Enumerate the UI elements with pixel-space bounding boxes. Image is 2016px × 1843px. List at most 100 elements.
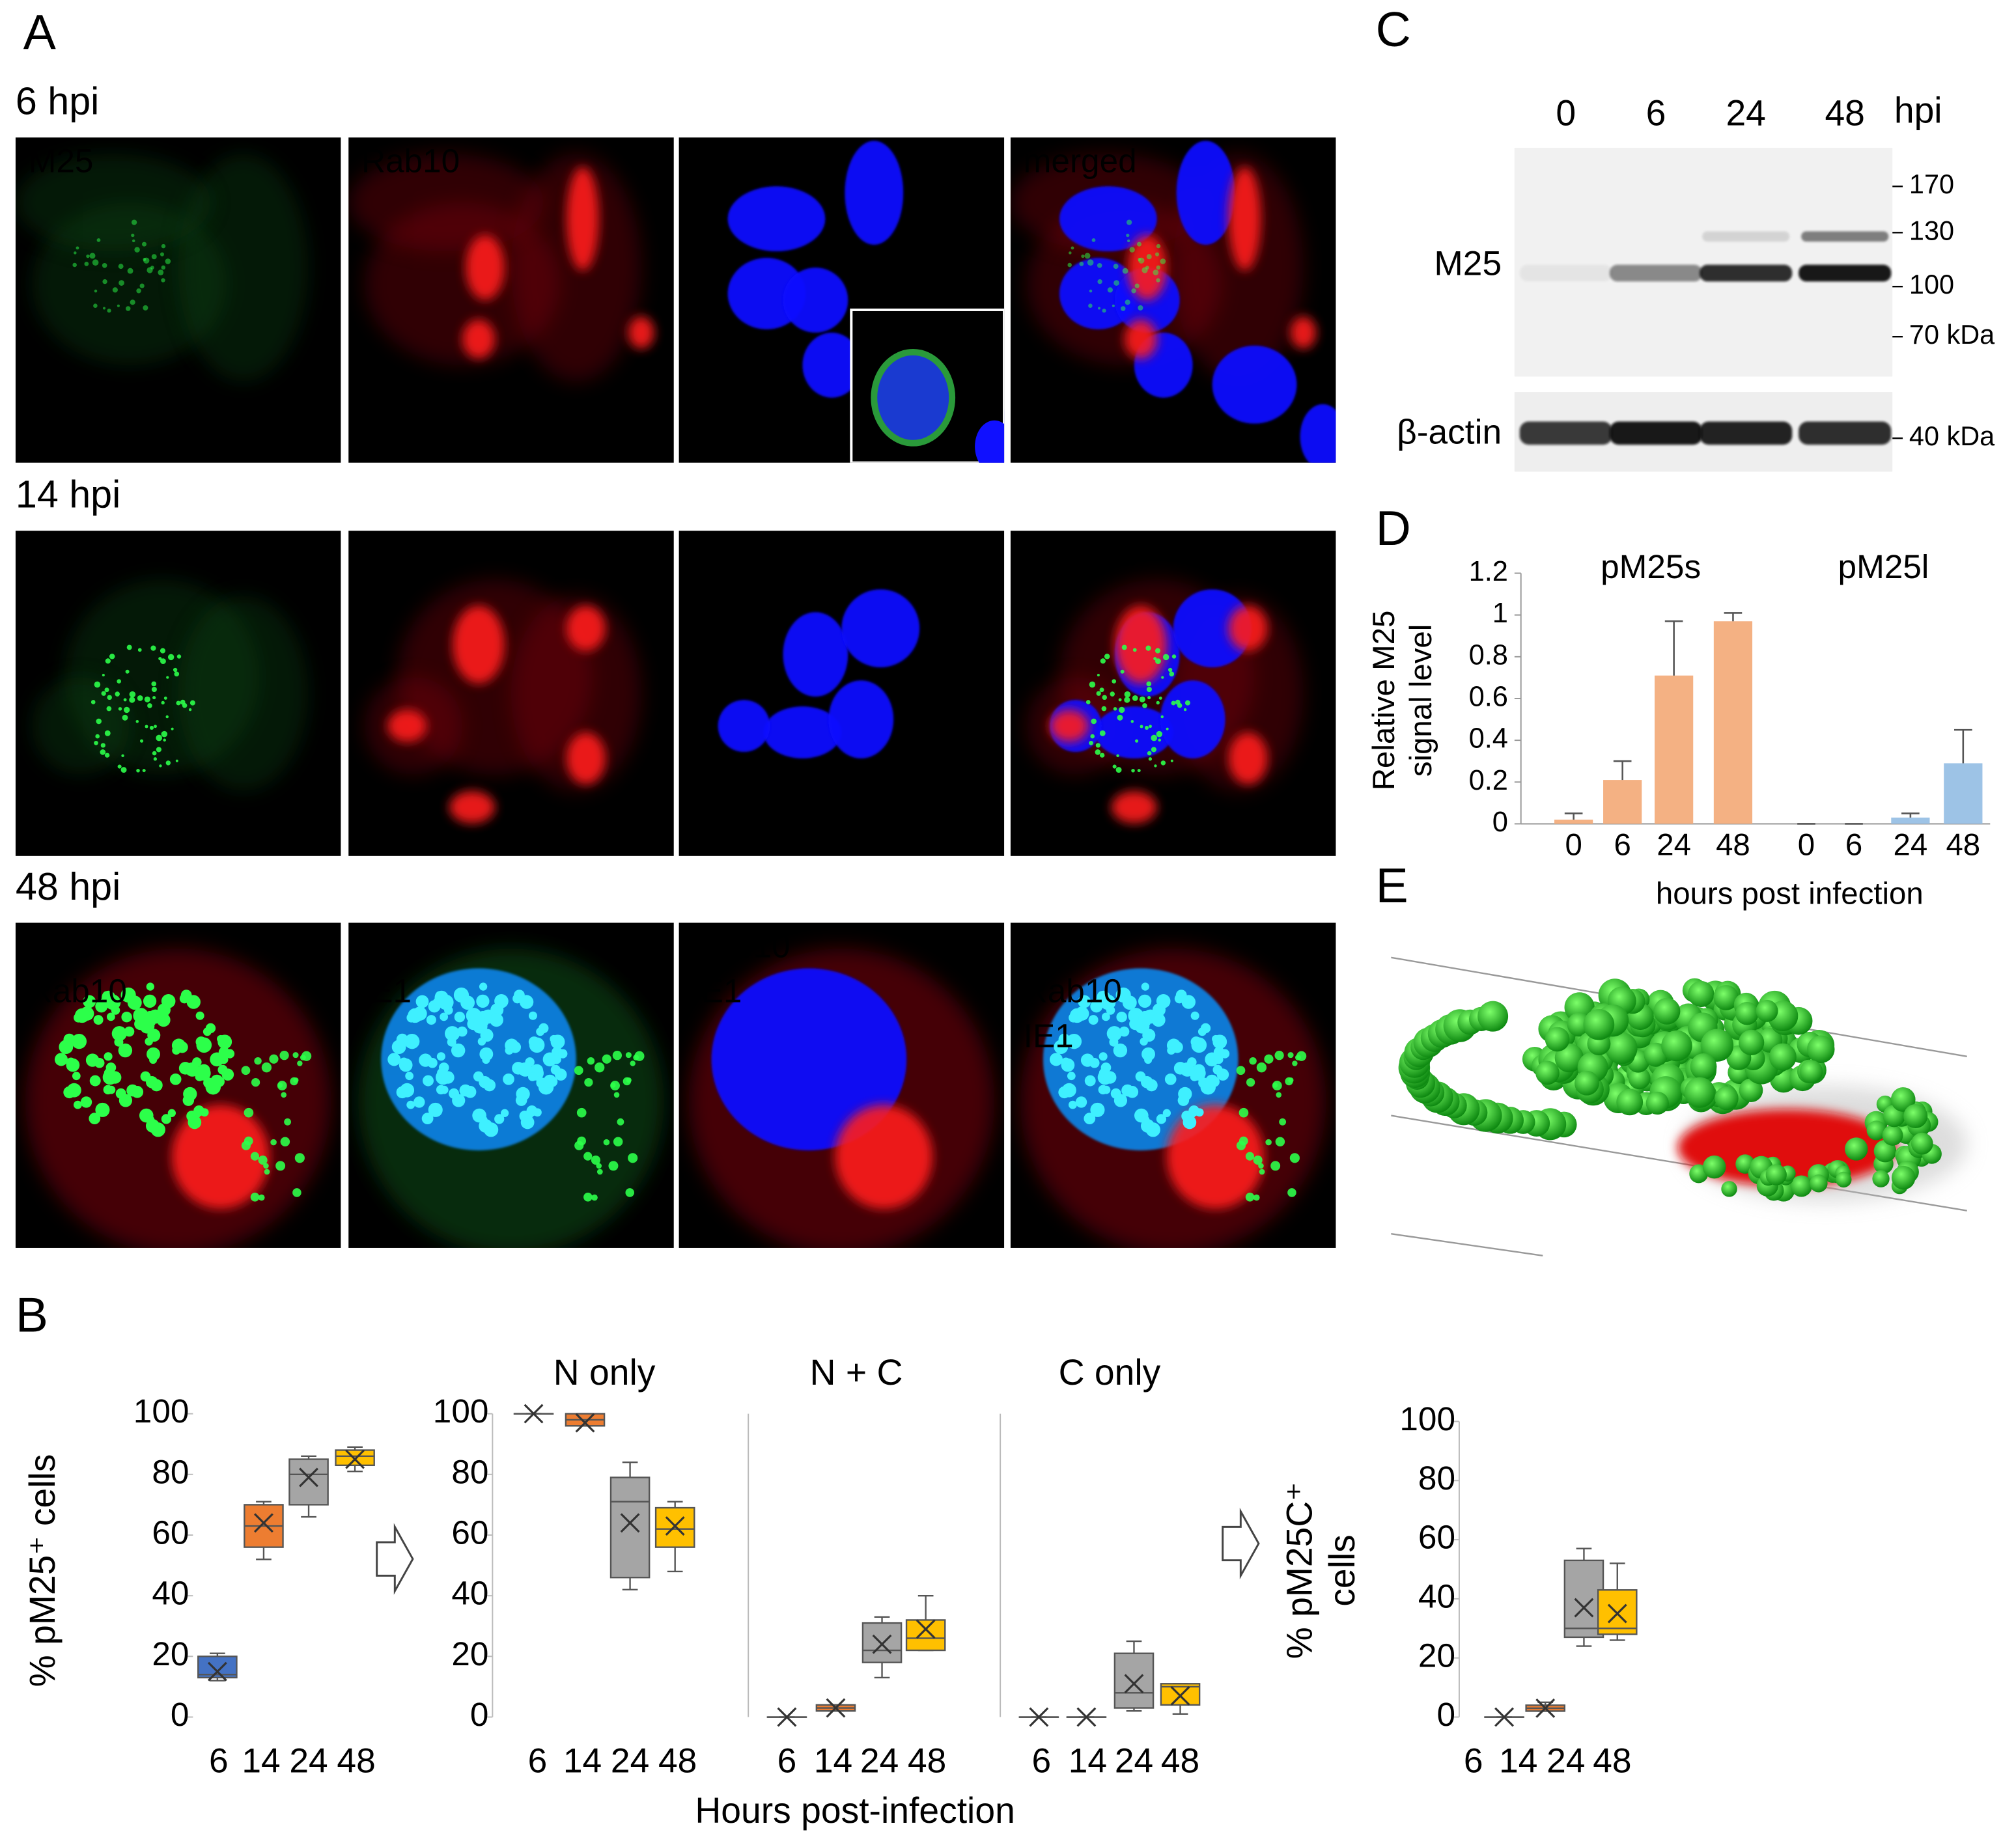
box-body [861, 1622, 903, 1663]
mean-marker [1124, 1674, 1144, 1694]
y-axis-label: cells [1322, 1534, 1362, 1607]
box-body [1597, 1589, 1638, 1635]
m25-dot [1181, 995, 1196, 1009]
m25-dot [89, 253, 96, 259]
m25-dot [107, 1085, 116, 1094]
m25-dot [451, 1043, 466, 1058]
x-tick-label: 24 [289, 1742, 328, 1781]
m25-dot [1190, 1011, 1199, 1020]
m25-vesicle [1700, 1029, 1734, 1062]
m25-dot [1239, 1136, 1248, 1146]
m25-dot [280, 1137, 290, 1146]
blot-bg [1514, 148, 1893, 377]
mean-marker [254, 1513, 273, 1533]
m25-dot [630, 1060, 636, 1066]
m25-dot [1098, 307, 1101, 310]
nucleus [845, 141, 904, 245]
m25-vesicle [1799, 1060, 1823, 1083]
m25-dot [452, 1094, 466, 1107]
m25-dot [1135, 1071, 1146, 1082]
m25-dot [143, 305, 148, 311]
arrow [376, 1523, 414, 1595]
m25-dot [1049, 1053, 1063, 1066]
blot-row-label: β-actin [1397, 413, 1502, 451]
m25-dot [1137, 242, 1141, 247]
m25-dot [426, 1015, 436, 1025]
m25-dot [297, 1060, 303, 1066]
m25-dot [1081, 254, 1085, 258]
m25-dot [74, 251, 77, 255]
m25-dot [111, 1026, 127, 1042]
y-tick-label: 0.4 [1469, 723, 1508, 755]
x-tick-label: 24 [1547, 1742, 1585, 1781]
m25-dot [126, 1084, 139, 1097]
m25-dot [610, 1083, 616, 1088]
error-bar [1664, 620, 1683, 676]
mean-marker [1574, 1598, 1594, 1618]
y-axis-label: Relative M25 [1367, 611, 1401, 790]
m25-dot [102, 307, 105, 310]
m25-dot [76, 246, 79, 250]
m25-dot [543, 1074, 557, 1088]
mean-marker [345, 1449, 365, 1469]
m25-dot [1135, 739, 1139, 743]
m25-dot [1101, 1012, 1110, 1021]
channel-label: IE1 [1024, 1018, 1074, 1055]
m25-dot [135, 719, 139, 723]
x-tick-label: 6 [528, 1742, 548, 1781]
m25-dot [165, 258, 171, 264]
m25-dot [1066, 1034, 1082, 1049]
m25-dot [107, 695, 112, 700]
m25-dot [1190, 1036, 1202, 1047]
rab10-signal [566, 732, 606, 784]
m25-dot [476, 994, 490, 1008]
m25-dot [104, 687, 109, 693]
y-tick-label: 80 [451, 1453, 488, 1490]
m25-dot [528, 1011, 537, 1020]
m25-dot [244, 1136, 253, 1146]
m25-dot [1067, 1072, 1076, 1081]
x-tick-label: 14 [814, 1742, 852, 1781]
x-tick-label: 14 [1499, 1742, 1537, 1781]
m25-dot [1107, 287, 1113, 293]
m25-dot [405, 1072, 414, 1081]
mean-marker [777, 1707, 797, 1727]
row-label: 48 hpi [16, 865, 120, 908]
m25-dot [1131, 288, 1136, 294]
m25-dot [1171, 700, 1176, 706]
band [1799, 421, 1892, 445]
m25-dot [158, 270, 164, 275]
m25-dot [415, 995, 429, 1008]
m25-dot [89, 1113, 101, 1125]
m25-dot [628, 1153, 638, 1163]
m25-dot [1148, 757, 1153, 761]
m25-vesicle [1721, 1181, 1737, 1197]
m25-vesicle [1836, 1171, 1852, 1188]
box [1484, 1707, 1524, 1727]
y-tick-label: 1.2 [1469, 556, 1508, 587]
m25-dot [1151, 1013, 1166, 1027]
micrograph: M25 [15, 531, 341, 856]
m25-dot [182, 702, 188, 708]
micrograph-content [365, 579, 641, 824]
x-tick-label: 6 [1845, 828, 1862, 863]
m25-dot [120, 767, 127, 773]
m25-dot [613, 1092, 620, 1098]
m25-dot [163, 697, 167, 700]
m25-dot [141, 242, 147, 247]
m25-dot [94, 740, 98, 745]
m25-dot [106, 1012, 115, 1021]
m25-dot [1130, 719, 1134, 723]
m25-dot [172, 1046, 181, 1055]
m25-vesicle [1715, 1086, 1739, 1111]
y-tick-label: 80 [1418, 1460, 1455, 1497]
m25-vesicle [1845, 1137, 1868, 1161]
m25-dot [94, 681, 101, 688]
m25-dot [290, 1077, 298, 1086]
rab10-signal [1114, 605, 1167, 684]
x-tick-label: 6 [1614, 828, 1631, 863]
m25-dot [1212, 1034, 1220, 1043]
micrograph: Rab10 [348, 531, 674, 856]
m25-dot [391, 1040, 406, 1055]
